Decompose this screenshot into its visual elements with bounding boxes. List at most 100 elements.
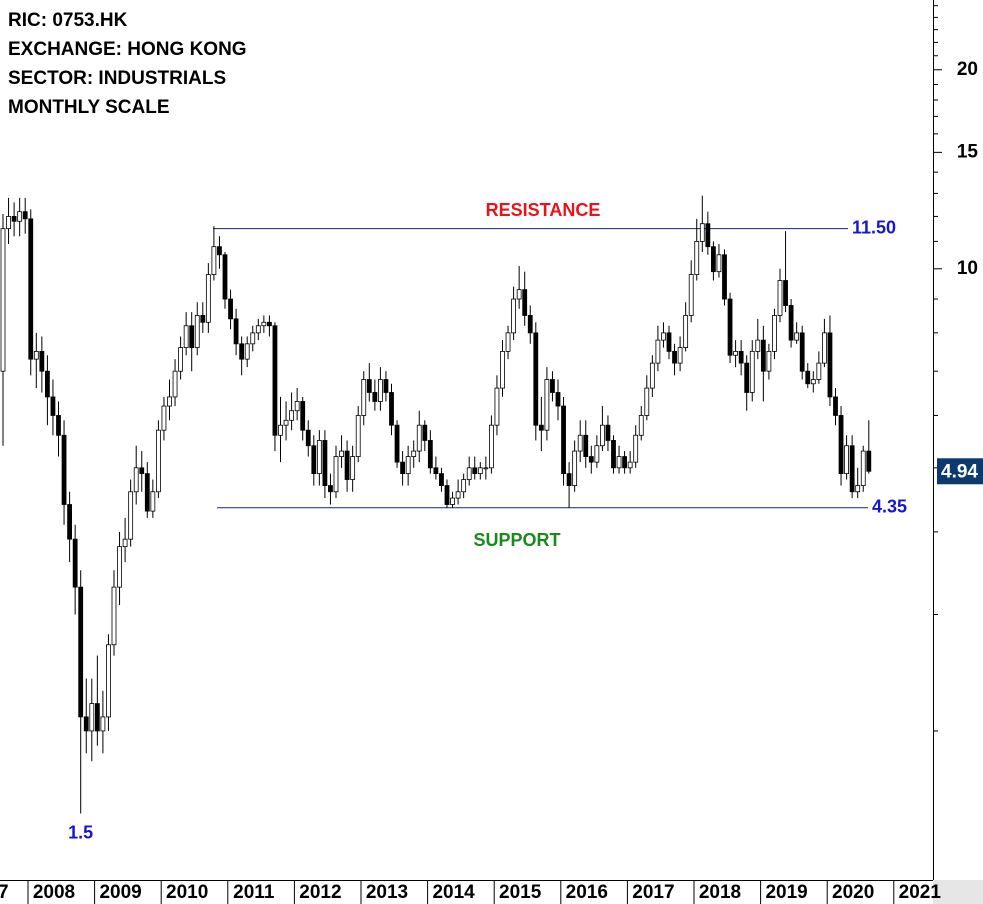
candle-body (266, 321, 272, 327)
candle-body (572, 450, 578, 486)
candle-body (222, 254, 228, 300)
candle-body (666, 332, 672, 352)
candle-body (305, 429, 311, 447)
x-tick-label: 2012 (299, 882, 341, 903)
candle-body (611, 440, 616, 469)
x-tick-label: 2015 (499, 882, 542, 903)
candle-body (755, 339, 761, 352)
candle-body (727, 298, 733, 356)
info-line: EXCHANGE: HONG KONG (8, 39, 247, 60)
candle-body (56, 415, 61, 436)
candle-body (372, 392, 378, 402)
candle-body (427, 440, 433, 469)
candle-body (855, 485, 861, 493)
candle-body (661, 332, 666, 341)
candle-body (400, 461, 406, 475)
candle-body (289, 410, 295, 421)
candle-body (50, 396, 56, 416)
candle-body (122, 538, 128, 548)
candle-body (683, 315, 689, 348)
candle-body (649, 362, 655, 389)
last-price-label: 4.94 (941, 461, 978, 482)
x-tick-label: 2019 (765, 882, 807, 903)
candle-body (622, 456, 627, 469)
candle-body (94, 703, 100, 732)
level-value: 4.35 (872, 497, 907, 517)
low-annotation: 1.5 (68, 822, 93, 842)
candle-body (33, 350, 39, 360)
candle-body (455, 491, 461, 499)
candle-body (144, 473, 150, 512)
candle-body (550, 379, 555, 393)
candle-body (133, 467, 139, 493)
candle-body (466, 467, 472, 480)
level-label: SUPPORT (473, 530, 560, 550)
candle-body (128, 491, 134, 540)
candle-body (444, 485, 450, 505)
candle-body (500, 350, 505, 389)
candle-body (361, 379, 367, 416)
candle-body (278, 424, 283, 436)
candle-body (0, 228, 6, 372)
candle-body (78, 586, 84, 718)
candle-body (300, 401, 306, 431)
candle-body (583, 434, 589, 457)
candle-body (22, 211, 28, 220)
candle-body (416, 424, 422, 452)
candle-body (322, 440, 328, 486)
candle-body (377, 379, 383, 402)
candle-body (61, 434, 67, 505)
candle-body (544, 379, 550, 431)
candle-body (72, 538, 78, 588)
candle-body (250, 332, 256, 345)
candle-body (111, 586, 117, 646)
candle-body (450, 497, 455, 505)
x-tick-label: 2021 (899, 882, 942, 903)
x-tick-label: 2008 (33, 882, 75, 903)
x-tick-label: 2013 (366, 882, 408, 903)
candle-body (788, 305, 794, 341)
candle-body (339, 450, 344, 457)
candle-body (766, 350, 772, 372)
x-tick-label: 2017 (632, 882, 674, 903)
candle-body (189, 325, 195, 348)
candle-body (11, 216, 17, 222)
candle-body (644, 387, 650, 416)
candle-body (844, 445, 849, 475)
candle-body (805, 370, 811, 385)
candle-body (439, 473, 444, 486)
candle-body (794, 332, 800, 341)
candle-body (328, 485, 333, 493)
candle-body (749, 350, 755, 393)
x-tick-label: 2014 (432, 882, 475, 903)
candle-body (6, 216, 11, 230)
candle-body (239, 343, 245, 360)
candle-body (716, 254, 722, 273)
candle-body (411, 450, 417, 457)
candle-body (672, 350, 677, 364)
candle-body (172, 370, 178, 398)
candle-body (255, 325, 261, 334)
candle-body (83, 716, 89, 732)
candle-body (261, 321, 267, 327)
candle-body (860, 450, 866, 486)
candle-body (217, 246, 222, 256)
candle-body (283, 419, 289, 426)
candle-body (139, 467, 145, 475)
candle-body (655, 339, 661, 364)
candle-body (106, 644, 111, 718)
candle-body (333, 456, 339, 493)
candle-body (383, 379, 389, 393)
level-label: RESISTANCE (486, 200, 601, 220)
candle-body (183, 325, 189, 348)
x-tick-label: 2009 (99, 882, 141, 903)
x-tick-label: 2010 (166, 882, 208, 903)
candle-body (733, 350, 738, 356)
last-price-box (937, 458, 983, 485)
candle-body (483, 467, 489, 470)
candle-body (566, 473, 572, 486)
y-tick-label: 20 (957, 59, 978, 80)
candle-body (228, 298, 233, 320)
x-tick-label: 2018 (699, 882, 741, 903)
candle-body (538, 424, 544, 431)
